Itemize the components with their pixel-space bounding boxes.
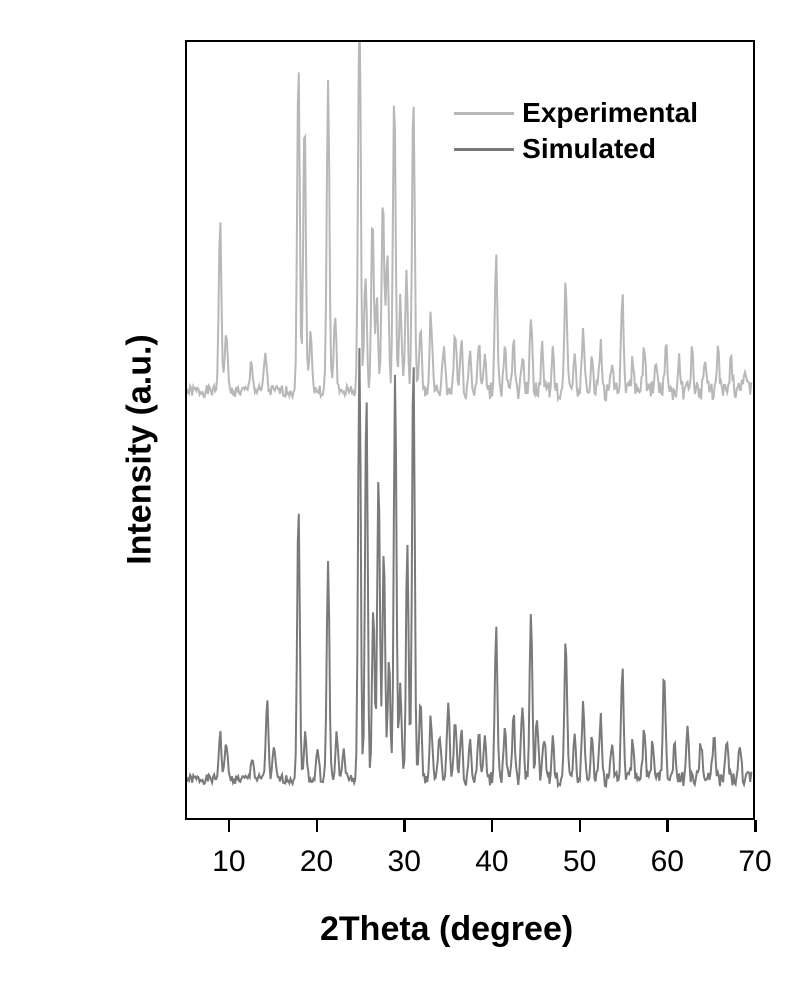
legend-label-experimental: Experimental	[522, 97, 698, 129]
x-tick	[316, 820, 319, 832]
x-tick	[403, 820, 406, 832]
x-tick	[754, 820, 757, 832]
x-tick-label: 20	[300, 845, 333, 879]
series-simulated	[187, 348, 752, 786]
legend-label-simulated: Simulated	[522, 133, 656, 165]
x-axis-label: 2Theta (degree)	[320, 910, 573, 949]
x-tick-label: 10	[212, 845, 245, 879]
x-tick	[491, 820, 494, 832]
x-tick	[666, 820, 669, 832]
x-tick	[228, 820, 231, 832]
y-axis-label: Intensity (a.u.)	[121, 334, 160, 564]
legend-swatch-experimental	[454, 112, 514, 115]
xrd-chart: Experimental Simulated 10 20 30 40 50 60 70 In…	[0, 0, 801, 1000]
legend-item-simulated: Simulated	[454, 133, 698, 165]
x-tick	[579, 820, 582, 832]
legend-item-experimental: Experimental	[454, 97, 698, 129]
legend-swatch-simulated	[454, 148, 514, 151]
plot-area: Experimental Simulated	[185, 40, 755, 820]
x-tick-label: 50	[563, 845, 596, 879]
x-tick-label: 30	[388, 845, 421, 879]
legend: Experimental Simulated	[454, 97, 698, 169]
series-experimental	[187, 42, 752, 400]
x-tick-label: 40	[475, 845, 508, 879]
x-tick-label: 70	[738, 845, 771, 879]
x-tick-label: 60	[651, 845, 684, 879]
